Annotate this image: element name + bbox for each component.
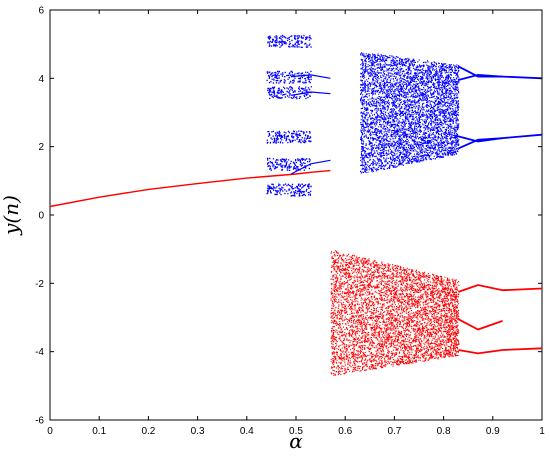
blue-window-branch	[291, 74, 331, 79]
blue-periodic-branch	[458, 73, 503, 81]
x-axis-label: α	[289, 429, 303, 453]
x-tick-label: 0.1	[92, 426, 106, 437]
chart-marks	[49, 34, 543, 376]
x-tick-label: 0.9	[486, 426, 500, 437]
red-periodic-branch	[458, 284, 543, 293]
x-tick-label: 0.6	[338, 426, 352, 437]
y-axis-label: y(n)	[0, 195, 23, 236]
red-chaotic-band	[330, 250, 460, 376]
x-tick-label: 0.2	[141, 426, 155, 437]
y-tick-label: 2	[38, 142, 44, 153]
x-tick-label: 1	[539, 426, 545, 437]
x-tick-label: 0.8	[437, 426, 451, 437]
x-tick-label: 0.4	[240, 426, 254, 437]
red-periodic-branch	[457, 318, 503, 331]
x-tick-label: 0.3	[191, 426, 205, 437]
y-tick-label: -4	[35, 347, 44, 358]
y-tick-label: 4	[38, 74, 44, 85]
y-tick-label: -6	[35, 416, 44, 427]
red-periodic-branch	[458, 347, 543, 355]
blue-periodic-branch	[458, 137, 503, 150]
y-tick-label: -2	[35, 279, 44, 290]
blue-window-branch	[290, 159, 331, 175]
x-tick-label: 0.7	[387, 426, 401, 437]
axis-ticks: 0 0.1 0.2 0.3 0.4 0.5 0.6 0.7 0.8 0.9 1 -6 -4 -2 0 2 4 6	[35, 6, 545, 438]
x-tick-label: 0.5	[289, 426, 303, 437]
x-tick-label: 0	[47, 426, 53, 437]
blue-window-points	[266, 34, 312, 197]
blue-window-branch	[290, 91, 331, 96]
y-tick-label: 0	[38, 211, 44, 222]
red-fixed-point-curve	[49, 169, 331, 208]
y-tick-label: 6	[38, 6, 44, 17]
blue-chaotic-band	[360, 52, 460, 174]
